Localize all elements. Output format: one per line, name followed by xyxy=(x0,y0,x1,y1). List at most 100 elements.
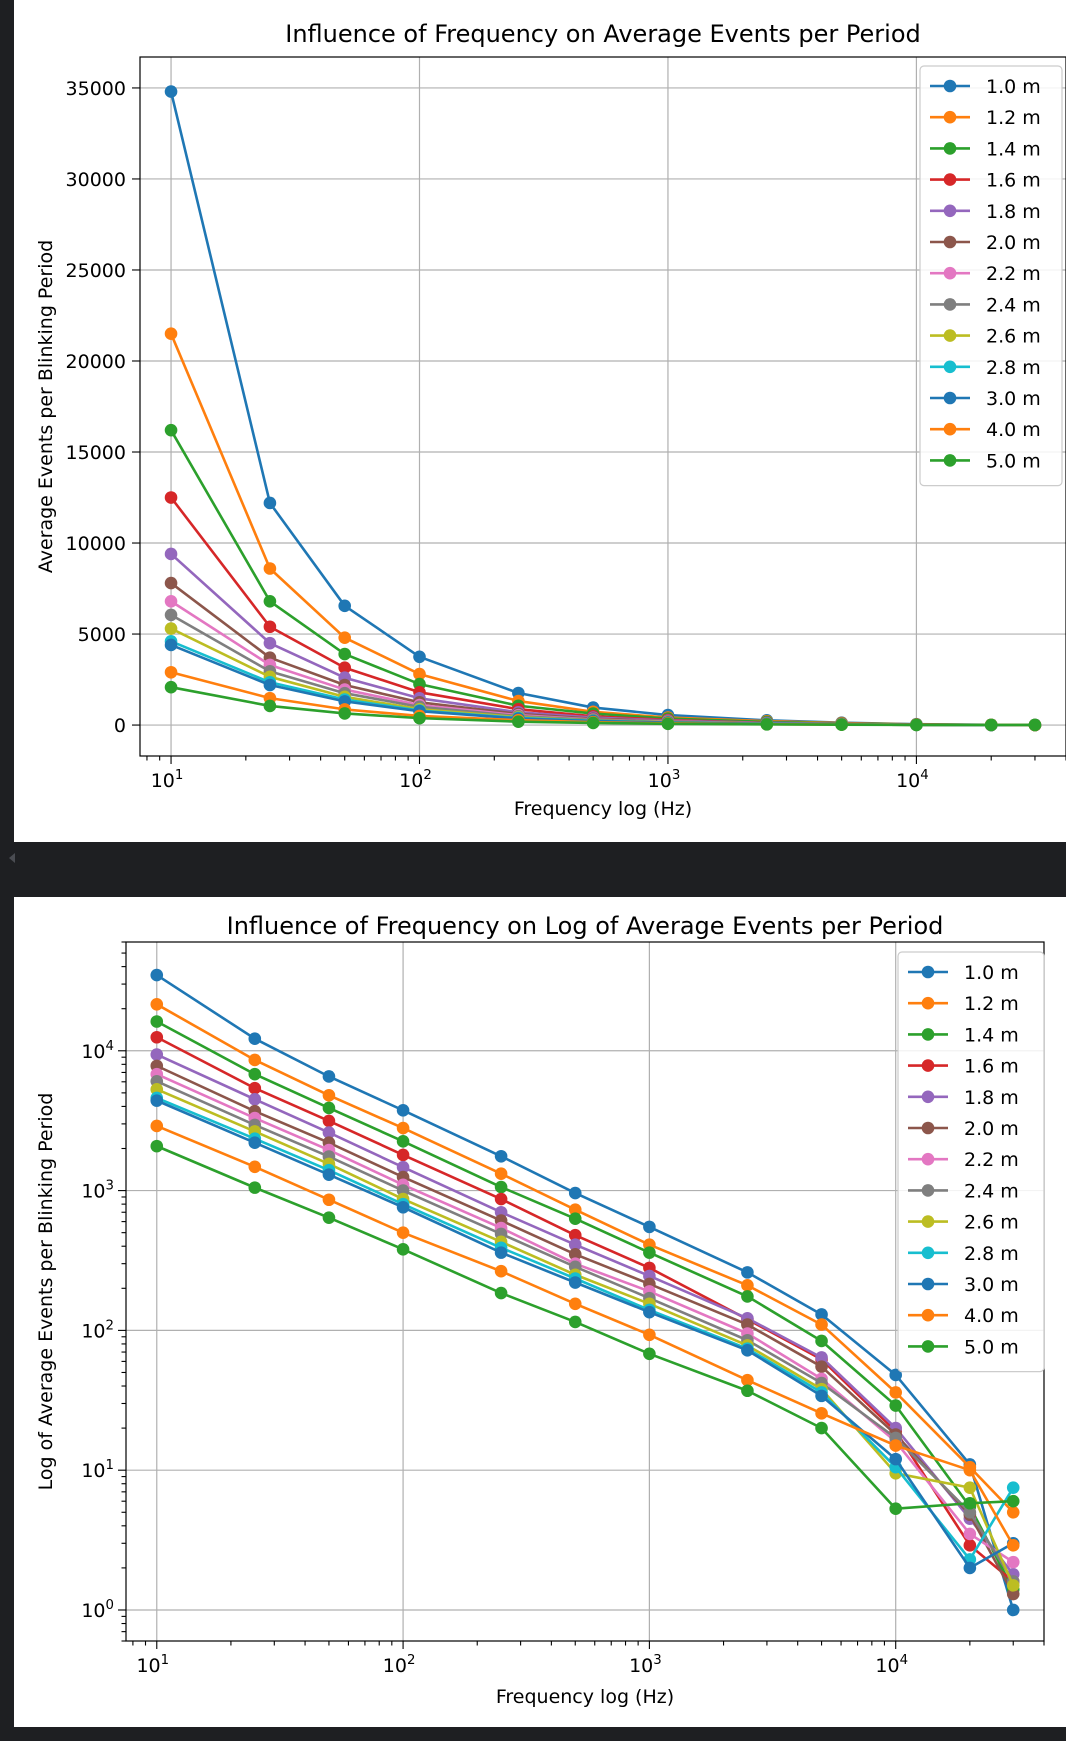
series-1-2-m xyxy=(164,327,1042,732)
legend-swatch-marker xyxy=(943,79,957,93)
legend-label: 1.4 m xyxy=(964,1024,1019,1046)
data-point xyxy=(322,1193,336,1207)
series-line xyxy=(156,1003,1015,1514)
data-point xyxy=(1006,1539,1020,1552)
data-point xyxy=(164,622,178,635)
data-point xyxy=(263,620,277,634)
legend-label: 3.0 m xyxy=(964,1274,1019,1296)
legend-item: 1.0 m xyxy=(930,76,1041,98)
data-point xyxy=(568,1186,582,1200)
y-tick-label: 35000 xyxy=(66,78,126,100)
collapse-arrow-icon[interactable] xyxy=(9,853,15,863)
plot-frame xyxy=(139,56,1066,757)
legend-item: 3.0 m xyxy=(930,388,1041,410)
data-point xyxy=(164,576,178,590)
data-point xyxy=(494,1180,508,1194)
series-line xyxy=(156,1053,1015,1576)
data-point xyxy=(396,1243,410,1256)
data-point xyxy=(643,1347,656,1361)
data-point xyxy=(150,1048,164,1061)
data-point xyxy=(413,667,426,681)
legend-swatch-marker xyxy=(921,1277,935,1291)
data-point xyxy=(164,85,178,98)
data-point xyxy=(889,1368,903,1382)
data-point xyxy=(1006,1555,1020,1569)
data-point xyxy=(322,1070,336,1083)
legend-swatch-marker xyxy=(921,1090,935,1104)
series-line xyxy=(170,552,1035,727)
data-point xyxy=(643,1220,656,1234)
legend-swatch-marker xyxy=(943,329,957,342)
data-point xyxy=(815,1334,828,1348)
data-point xyxy=(963,1481,977,1494)
legend-label: 1.6 m xyxy=(986,170,1041,192)
legend-label: 5.0 m xyxy=(986,450,1041,472)
data-point xyxy=(741,1373,754,1387)
data-point xyxy=(338,707,352,720)
legend-label: 3.0 m xyxy=(986,388,1041,410)
data-point xyxy=(338,631,352,644)
legend-label: 1.0 m xyxy=(986,76,1041,98)
legend-label: 2.8 m xyxy=(964,1243,1019,1265)
legend-item: 1.2 m xyxy=(908,993,1019,1015)
legend-item: 3.0 m xyxy=(908,1274,1019,1296)
legend-label: 1.2 m xyxy=(964,993,1019,1015)
series-line xyxy=(169,333,1035,727)
legend-swatch-marker xyxy=(943,422,957,436)
data-point xyxy=(963,1527,977,1541)
data-point xyxy=(494,1246,508,1259)
data-point xyxy=(150,968,164,982)
data-point xyxy=(338,599,352,613)
data-point xyxy=(963,1561,977,1575)
series-line xyxy=(156,1096,1015,1561)
legend-label: 4.0 m xyxy=(986,419,1041,441)
data-point xyxy=(741,1344,754,1357)
x-axis-label: Frequency log (Hz) xyxy=(496,1686,674,1708)
data-point xyxy=(815,1421,828,1435)
legend-item: 2.2 m xyxy=(908,1149,1019,1171)
data-point xyxy=(1028,718,1042,732)
legend-label: 1.8 m xyxy=(964,1087,1019,1109)
legend-swatch-marker xyxy=(943,110,957,124)
data-point xyxy=(396,1160,410,1174)
legend-item: 2.2 m xyxy=(930,263,1041,285)
legend-label: 2.0 m xyxy=(986,232,1041,254)
legend-label: 2.4 m xyxy=(986,294,1041,316)
y-tick-label: 30000 xyxy=(66,169,126,191)
y-axis: 0 5000 10000 15000 20000 25000 30000 35000 xyxy=(66,78,140,737)
data-point xyxy=(263,496,277,510)
data-point xyxy=(741,1266,754,1279)
chart-title: Influence of Frequency on Average Events… xyxy=(285,20,920,48)
series-line xyxy=(170,685,1035,727)
data-point xyxy=(396,1200,410,1214)
data-point xyxy=(889,1399,903,1412)
data-point xyxy=(413,650,426,664)
series-1-2-m xyxy=(150,998,1020,1519)
data-point xyxy=(248,1181,262,1194)
legend-swatch-marker xyxy=(921,1152,935,1166)
series-5-0-m xyxy=(150,1139,1020,1516)
data-point xyxy=(643,1305,656,1319)
data-point xyxy=(1006,1494,1020,1508)
data-point xyxy=(322,1168,336,1181)
series-1-4-m xyxy=(150,1015,1020,1596)
legend-item: 2.8 m xyxy=(908,1243,1019,1265)
x-tick-label: 102 xyxy=(383,1653,416,1677)
data-point xyxy=(741,1279,754,1292)
data-point xyxy=(338,647,352,661)
data-point xyxy=(661,717,675,731)
legend-swatch-marker xyxy=(921,1308,935,1322)
data-point xyxy=(164,665,178,679)
legend-item: 1.6 m xyxy=(930,170,1041,192)
data-point xyxy=(263,594,277,608)
data-point xyxy=(322,1101,336,1115)
data-point xyxy=(889,1386,903,1399)
data-point xyxy=(263,678,277,692)
data-point xyxy=(150,1030,164,1044)
legend-label: 2.2 m xyxy=(964,1149,1019,1171)
legend-swatch-marker xyxy=(943,173,957,186)
series-2-4-m xyxy=(150,1074,1020,1588)
x-tick-label: 103 xyxy=(648,768,681,792)
series-line xyxy=(156,1073,1014,1564)
data-point xyxy=(248,1067,262,1081)
